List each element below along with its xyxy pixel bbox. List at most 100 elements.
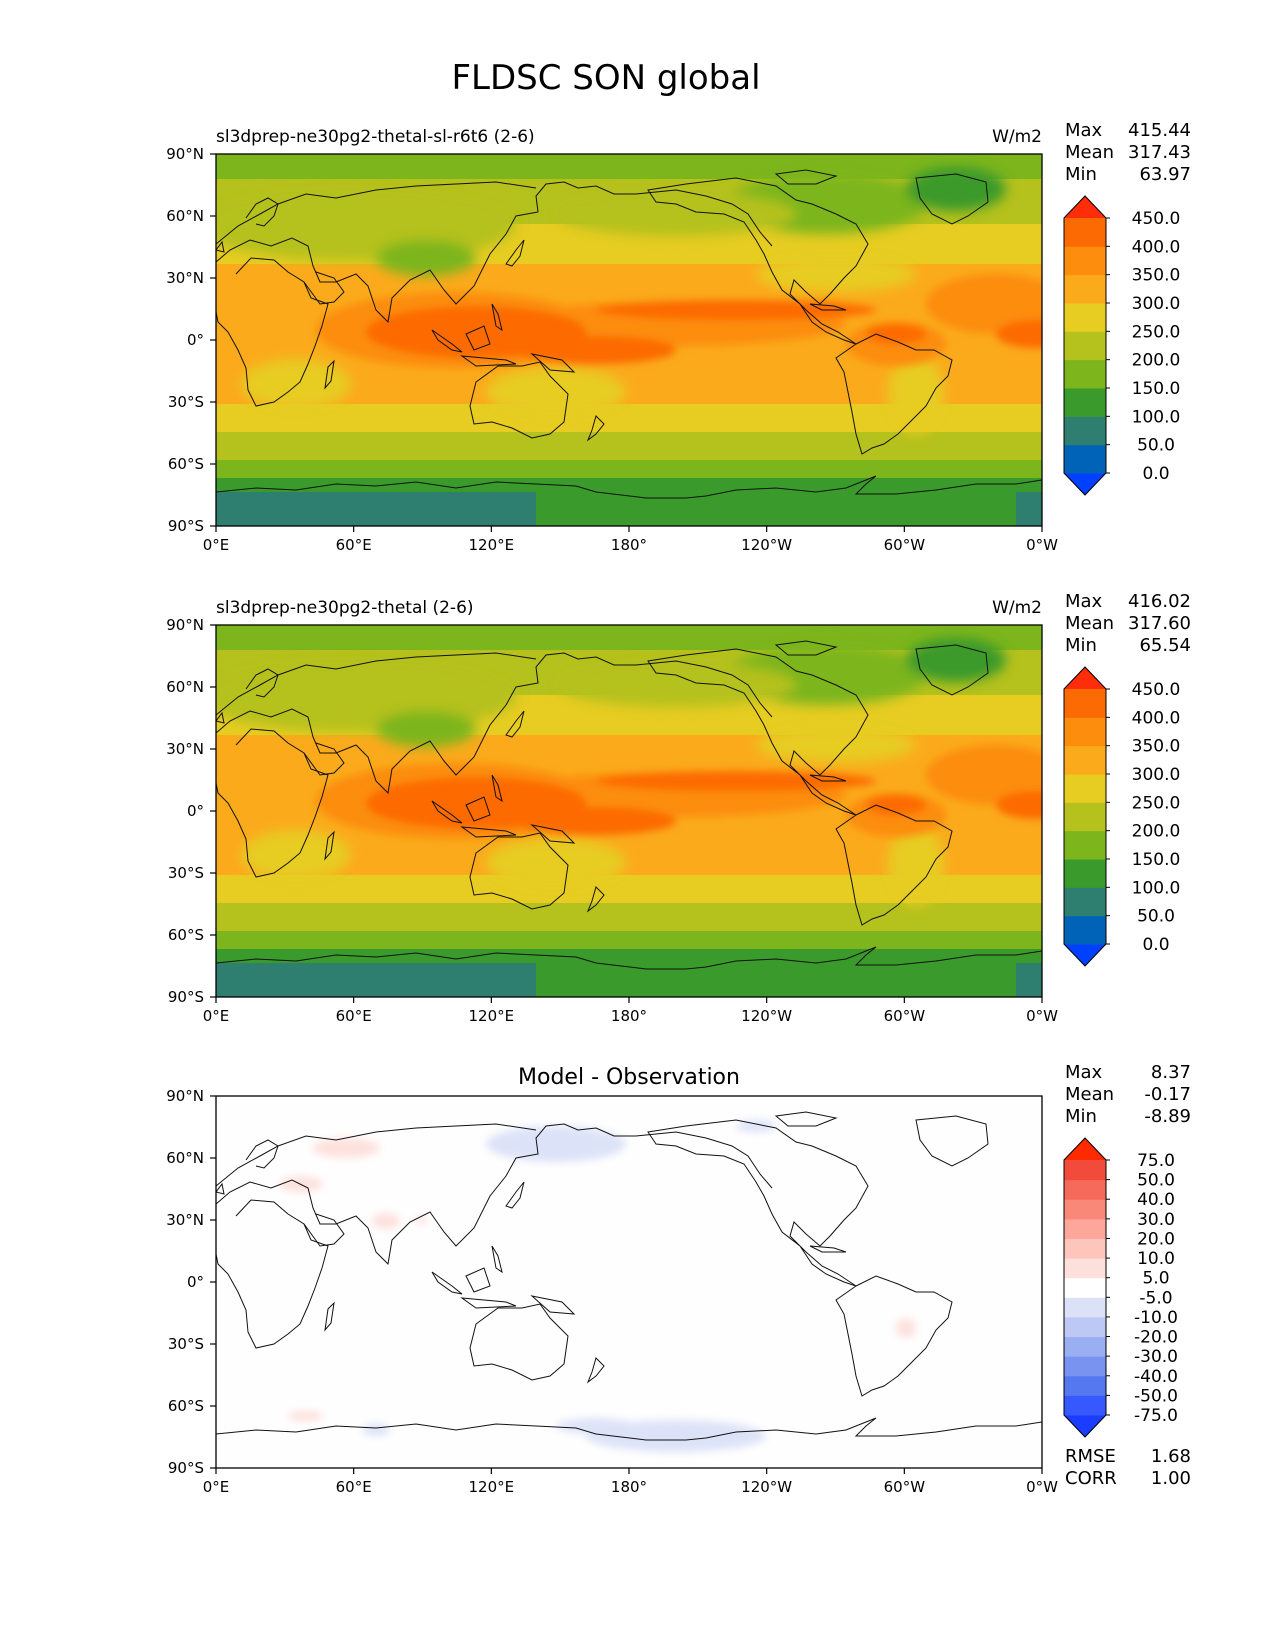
colorbar-segment (1064, 1356, 1106, 1377)
colorbar-segment (1064, 915, 1106, 945)
lon-tick-label: 180° (611, 1007, 647, 1025)
colorbar-label: 50.0 (1137, 907, 1175, 927)
colorbar-segment (1064, 859, 1106, 888)
lat-axis: 90°N 60°N 30°N 0° 30°S 60°S 90°S (166, 1087, 216, 1477)
lon-tick-label: 120°W (741, 1478, 792, 1496)
stat-min-value: -8.89 (1144, 1106, 1191, 1127)
lat-tick-label: 0° (187, 1273, 204, 1291)
stat-min-label: Min (1065, 164, 1097, 185)
stats-box: Max 8.37 Mean -0.17 Min -8.89 (1065, 1062, 1191, 1127)
panel-title: sl3dprep-ne30pg2-thetal (2-6) (216, 598, 474, 618)
colorbar-segment (1064, 1238, 1106, 1259)
colorbar-label: 50.0 (1137, 436, 1175, 456)
colorbar-label: 450.0 (1132, 209, 1181, 229)
colorbar-label: 100.0 (1132, 407, 1181, 427)
colorbar-label: -5.0 (1139, 1288, 1172, 1308)
colorbar-segment (1064, 359, 1106, 389)
colorbar-segment (1064, 1179, 1106, 1200)
lon-tick-label: 0°W (1026, 1007, 1058, 1025)
colorbar-segment (1064, 1297, 1106, 1318)
lat-tick-label: 60°N (166, 1149, 204, 1167)
lat-tick-label: 0° (187, 802, 204, 820)
lon-tick-label: 60°W (884, 536, 926, 554)
lat-tick-label: 90°S (168, 988, 204, 1006)
lon-tick-label: 120°W (741, 1007, 792, 1025)
lon-axis: 0°E 60°E 120°E 180° 120°W 60°W 0°W (203, 526, 1058, 554)
colorbar-segment (1064, 830, 1106, 860)
panel-title: Model - Observation (518, 1065, 740, 1090)
colorbar-label: 350.0 (1132, 737, 1181, 757)
stat-max-value: 415.44 (1128, 120, 1191, 141)
colorbar-label: 300.0 (1132, 765, 1181, 785)
colorbar-label: 30.0 (1137, 1210, 1175, 1230)
stat-min-label: Min (1065, 1106, 1097, 1127)
colorbar-extend-low (1064, 944, 1106, 966)
colorbar-segment (1064, 1375, 1106, 1396)
colorbar-segment (1064, 1199, 1106, 1220)
colorbar-segment (1064, 246, 1106, 276)
colorbar-label: 150.0 (1132, 850, 1181, 870)
colorbar-segment (1064, 388, 1106, 417)
colorbar-extend-high (1064, 196, 1106, 218)
colorbar-segment (1064, 1336, 1106, 1357)
colorbar-label: 400.0 (1132, 708, 1181, 728)
metrics-box: RMSE 1.68 CORR 1.00 (1065, 1446, 1191, 1489)
lat-axis: 90°N 60°N 30°N 0° 30°S 60°S 90°S (166, 616, 216, 1006)
stat-mean-label: Mean (1065, 613, 1114, 634)
stat-min-value: 65.54 (1139, 635, 1191, 656)
lon-tick-label: 60°W (884, 1007, 926, 1025)
lat-tick-label: 90°N (166, 145, 204, 163)
colorbar-segment (1064, 802, 1106, 832)
colorbar-label: 250.0 (1132, 793, 1181, 813)
lat-tick-label: 30°N (166, 740, 204, 758)
lat-axis: 90°N 60°N 30°N 0° 30°S 60°S 90°S (166, 145, 216, 535)
lon-tick-label: 60°E (336, 536, 372, 554)
lat-tick-label: 60°S (168, 926, 204, 944)
corr-label: CORR (1065, 1468, 1117, 1489)
stat-min-label: Min (1065, 635, 1097, 656)
colorbar-label: 250.0 (1132, 322, 1181, 342)
diff-anomalies (279, 1120, 916, 1452)
lon-tick-label: 0°W (1026, 1478, 1058, 1496)
stat-max-value: 8.37 (1151, 1062, 1191, 1083)
colorbar-label: -50.0 (1134, 1386, 1178, 1406)
lat-tick-label: 90°S (168, 517, 204, 535)
stat-max-label: Max (1065, 120, 1103, 141)
rmse-value: 1.68 (1151, 1446, 1191, 1467)
stats-box: Max 415.44 Mean 317.43 Min 63.97 (1065, 120, 1191, 185)
colorbar-label: 10.0 (1137, 1249, 1175, 1269)
map-field (216, 1096, 1042, 1468)
colorbar-label: 0.0 (1142, 464, 1169, 484)
lat-tick-label: 30°S (168, 393, 204, 411)
colorbar-segment (1064, 1218, 1106, 1239)
colorbar-segment (1064, 331, 1106, 361)
colorbar-extend-low (1064, 473, 1106, 495)
colorbar-label: 350.0 (1132, 266, 1181, 286)
stat-max-label: Max (1065, 591, 1103, 612)
lat-tick-label: 60°S (168, 1397, 204, 1415)
stat-mean-label: Mean (1065, 1084, 1114, 1105)
lat-tick-label: 30°S (168, 864, 204, 882)
lon-tick-label: 0°E (203, 1478, 230, 1496)
corr-value: 1.00 (1151, 1468, 1191, 1489)
colorbar-label: 300.0 (1132, 294, 1181, 314)
colorbar: 75.050.040.030.020.010.05.0-5.0-10.0-20.… (1063, 1137, 1178, 1438)
lon-tick-label: 0°E (203, 1007, 230, 1025)
lat-tick-label: 90°S (168, 1459, 204, 1477)
colorbar-segment (1064, 416, 1106, 446)
lat-tick-label: 90°N (166, 1087, 204, 1105)
lon-tick-label: 180° (611, 536, 647, 554)
lat-tick-label: 0° (187, 331, 204, 349)
colorbar-segment (1064, 745, 1106, 775)
colorbar-label: 0.0 (1142, 935, 1169, 955)
panel-units: W/m2 (992, 127, 1042, 147)
colorbar-label: -10.0 (1134, 1308, 1178, 1328)
colorbar-label: 50.0 (1137, 1171, 1175, 1191)
colorbar-segment (1064, 1160, 1106, 1181)
stat-max-label: Max (1065, 1062, 1103, 1083)
lat-tick-label: 60°N (166, 207, 204, 225)
colorbar-label: 400.0 (1132, 237, 1181, 257)
colorbar-segment (1064, 218, 1106, 247)
colorbar-segment (1064, 689, 1106, 718)
